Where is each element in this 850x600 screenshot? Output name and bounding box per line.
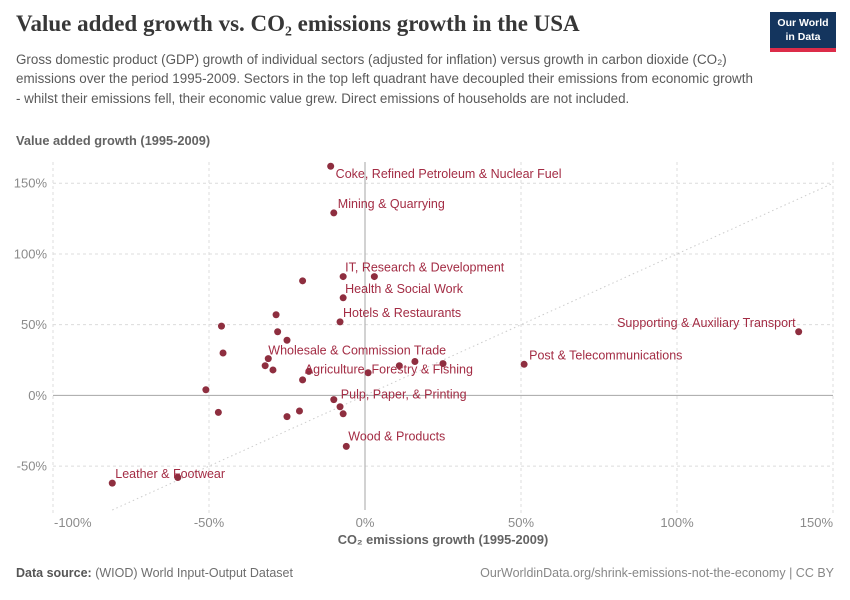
chart-title: Value added growth vs. CO₂ emissions gro… [16,11,580,36]
point-label[interactable]: Coke, Refined Petroleum & Nuclear Fuel [336,167,562,181]
identity-line [112,182,834,511]
data-point[interactable] [274,328,282,336]
data-point[interactable] [327,162,335,170]
owid-logo-line1: Our World [777,17,829,29]
x-axis-title: CO₂ emissions growth (1995-2009) [337,532,549,547]
data-point[interactable] [261,362,269,370]
data-point[interactable] [342,442,350,450]
y-tick-label: 0% [28,388,47,403]
x-tick-label: -50% [194,515,225,530]
data-source: Data source: (WIOD) World Input-Output D… [16,566,293,580]
data-point[interactable] [272,311,280,319]
point-label[interactable]: Supporting & Auxiliary Transport [617,316,796,330]
data-point[interactable] [269,366,277,374]
owid-logo-line2: in Data [785,30,821,43]
data-point[interactable] [283,413,291,421]
data-point[interactable] [299,277,307,285]
data-point[interactable] [305,367,313,375]
y-tick-label: 100% [14,246,48,261]
point-label[interactable]: IT, Research & Development [345,261,505,275]
data-point[interactable] [264,355,272,363]
x-tick-label: 50% [508,515,534,530]
data-point[interactable] [795,328,803,336]
data-point[interactable] [336,403,344,411]
chart-footer: Data source: (WIOD) World Input-Output D… [16,566,834,580]
point-label[interactable]: Wood & Products [348,429,445,443]
data-point[interactable] [219,349,227,357]
x-tick-label: -100% [54,515,92,530]
point-label[interactable]: Mining & Quarrying [338,197,445,211]
data-point[interactable] [364,369,372,377]
credit-link[interactable]: OurWorldinData.org/shrink-emissions-not-… [480,566,834,580]
data-source-text: (WIOD) World Input-Output Dataset [91,566,293,580]
x-tick-label: 150% [800,515,834,530]
y-tick-label: 50% [21,317,47,332]
y-axis-title: Value added growth (1995-2009) [16,133,211,148]
data-point[interactable] [439,360,447,368]
data-point[interactable] [339,294,347,302]
data-point[interactable] [330,396,338,404]
data-point[interactable] [299,376,307,384]
point-label[interactable]: Leather & Footwear [115,467,225,481]
point-label[interactable]: Agriculture, Forestry & Fishing [305,362,473,376]
data-point[interactable] [108,479,116,487]
data-point[interactable] [520,360,528,368]
x-tick-label: 0% [356,515,375,530]
data-point[interactable] [370,273,378,281]
data-point[interactable] [295,407,303,415]
point-label[interactable]: Hotels & Restaurants [343,306,461,320]
y-tick-label: 150% [14,176,48,191]
point-label[interactable]: Post & Telecommunications [529,348,682,362]
data-source-label: Data source: [16,566,92,580]
chart-subtitle: Gross domestic product (GDP) growth of i… [16,52,753,106]
data-point[interactable] [336,318,344,326]
point-label[interactable]: Pulp, Paper, & Printing [341,388,467,402]
data-point[interactable] [330,209,338,217]
data-point[interactable] [411,357,419,365]
data-point[interactable] [214,408,222,416]
x-tick-label: 100% [660,515,694,530]
data-point[interactable] [395,362,403,370]
data-point[interactable] [339,273,347,281]
owid-logo[interactable]: Our World in Data [770,12,836,53]
data-point[interactable] [339,410,347,418]
point-label[interactable]: Wholesale & Commission Trade [268,344,446,358]
data-point[interactable] [217,322,225,330]
y-tick-label: -50% [17,459,48,474]
data-point[interactable] [283,336,291,344]
point-label[interactable]: Health & Social Work [345,282,464,296]
data-point[interactable] [174,473,182,481]
data-point[interactable] [202,386,210,394]
